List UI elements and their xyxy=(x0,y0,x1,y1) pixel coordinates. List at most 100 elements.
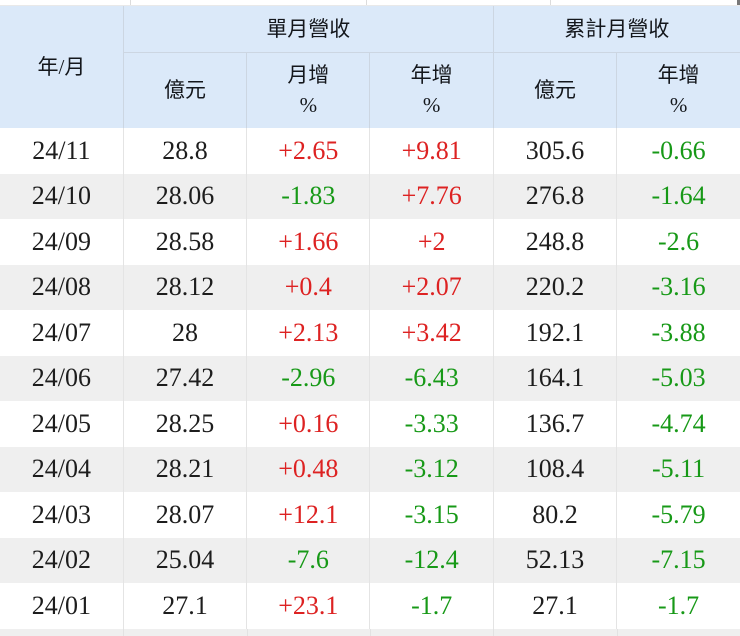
cell-cumulative-revenue: 80.2 xyxy=(492,492,617,538)
cell-mom-change: -2.96 xyxy=(246,355,370,401)
cell-monthly-revenue: 28 xyxy=(122,310,247,356)
cell-cumulative-yoy: -3.16 xyxy=(616,264,740,310)
cell-cumulative-revenue: 248.8 xyxy=(492,219,617,265)
header-group-row: 年/月 單月營收 累計月營收 xyxy=(0,6,740,128)
divider xyxy=(370,628,371,636)
cell-cumulative-revenue: 305.6 xyxy=(492,128,617,174)
cell-year-month: 24/09 xyxy=(31,226,92,256)
yoy-label: 年增 xyxy=(657,63,700,88)
cell-year-month: 24/08 xyxy=(31,272,92,302)
cell-cumulative-yoy: -3.88 xyxy=(616,310,740,356)
cell-mom-change: +0.4 xyxy=(246,264,370,310)
subheader-mom-pct: 月增 % xyxy=(246,51,370,128)
cell-year-month: 24/11 xyxy=(32,135,91,165)
cell-mom-change: +0.48 xyxy=(246,446,370,492)
table-row: 24/04 28.21 +0.48 -3.12 108.4 -5.11 xyxy=(0,446,740,492)
header-group-monthly-revenue: 單月營收 xyxy=(122,6,494,52)
cell-monthly-revenue: 28.58 xyxy=(122,219,247,265)
monthly-revenue-table: 年/月 單月營收 累計月營收 億元 月增 % 年增 % 億元 年增 % xyxy=(0,6,740,629)
cell-year-month: 24/01 xyxy=(31,590,92,620)
cell-cumulative-revenue: 27.1 xyxy=(492,583,617,629)
header-group-cumulative-revenue: 累計月營收 xyxy=(492,6,740,52)
cell-monthly-revenue: 28.12 xyxy=(122,264,247,310)
subheader-cum-yoy-pct: 年增 % xyxy=(616,51,740,128)
table-row: 24/05 28.25 +0.16 -3.33 136.7 -4.74 xyxy=(0,401,740,447)
table-row: 24/01 27.1 +23.1 -1.7 27.1 -1.7 xyxy=(0,583,740,629)
partial-row-below xyxy=(0,628,740,636)
cell-yoy-change: -3.12 xyxy=(369,446,494,492)
divider xyxy=(247,628,248,636)
header-sub-row: 億元 月增 % 年增 % 億元 年增 % xyxy=(0,51,740,128)
cell-monthly-revenue: 28.07 xyxy=(122,492,247,538)
subheader-yoy-pct: 年增 % xyxy=(369,51,494,128)
cell-yoy-change: +2 xyxy=(369,219,494,265)
cell-year-month: 24/03 xyxy=(31,499,92,529)
cell-mom-change: +23.1 xyxy=(246,583,370,629)
cell-yoy-change: -12.4 xyxy=(369,537,494,583)
table-header: 年/月 單月營收 累計月營收 億元 月增 % 年增 % 億元 年增 % xyxy=(0,6,740,128)
cell-mom-change: +2.13 xyxy=(246,310,370,356)
cell-yoy-change: +2.07 xyxy=(369,264,494,310)
divider xyxy=(550,0,551,5)
divider xyxy=(123,628,124,636)
percent-sign: % xyxy=(299,93,318,118)
cell-cumulative-revenue: 276.8 xyxy=(492,173,617,219)
cell-year-month: 24/05 xyxy=(31,408,92,438)
table-row: 24/10 28.06 -1.83 +7.76 276.8 -1.64 xyxy=(0,173,740,219)
divider xyxy=(493,628,494,636)
table-row: 24/11 28.8 +2.65 +9.81 305.6 -0.66 xyxy=(0,128,740,174)
cell-monthly-revenue: 28.06 xyxy=(122,173,247,219)
cell-cumulative-yoy: -1.64 xyxy=(616,173,740,219)
cell-mom-change: +1.66 xyxy=(246,219,370,265)
cell-cumulative-yoy: -5.11 xyxy=(616,446,740,492)
cell-cumulative-yoy: -2.6 xyxy=(616,219,740,265)
cell-yoy-change: +7.76 xyxy=(369,173,494,219)
cell-mom-change: +2.65 xyxy=(246,128,370,174)
cell-yoy-change: +3.42 xyxy=(369,310,494,356)
cell-monthly-revenue: 27.42 xyxy=(122,355,247,401)
cell-yoy-change: -3.15 xyxy=(369,492,494,538)
cell-cumulative-yoy: -4.74 xyxy=(616,401,740,447)
cell-year-month: 24/07 xyxy=(31,317,92,347)
subheader-cum-revenue-100m: 億元 xyxy=(492,51,617,128)
cell-cumulative-revenue: 108.4 xyxy=(492,446,617,492)
yoy-label: 年增 xyxy=(410,63,453,88)
cell-cumulative-revenue: 52.13 xyxy=(492,537,617,583)
table-row: 24/07 28 +2.13 +3.42 192.1 -3.88 xyxy=(0,310,740,356)
cell-year-month: 24/10 xyxy=(31,181,92,211)
cell-yoy-change: -3.33 xyxy=(369,401,494,447)
cell-year-month: 24/02 xyxy=(31,545,92,575)
header-year-month: 年/月 xyxy=(0,6,124,128)
percent-sign: % xyxy=(422,93,441,118)
divider xyxy=(617,628,618,636)
cell-monthly-revenue: 27.1 xyxy=(122,583,247,629)
cell-yoy-change: -1.7 xyxy=(369,583,494,629)
cell-mom-change: +0.16 xyxy=(246,401,370,447)
cell-yoy-change: +9.81 xyxy=(369,128,494,174)
table-row: 24/02 25.04 -7.6 -12.4 52.13 -7.15 xyxy=(0,537,740,583)
screen-edge xyxy=(737,0,740,5)
cell-mom-change: -1.83 xyxy=(246,173,370,219)
cell-yoy-change: -6.43 xyxy=(369,355,494,401)
cell-monthly-revenue: 28.8 xyxy=(122,128,247,174)
mom-label: 月增 xyxy=(287,63,330,88)
cell-monthly-revenue: 28.25 xyxy=(122,401,247,447)
table-row: 24/03 28.07 +12.1 -3.15 80.2 -5.79 xyxy=(0,492,740,538)
cell-cumulative-revenue: 136.7 xyxy=(492,401,617,447)
divider xyxy=(130,0,131,5)
percent-sign: % xyxy=(669,93,688,118)
cell-cumulative-yoy: -0.66 xyxy=(616,128,740,174)
cell-year-month: 24/04 xyxy=(31,454,92,484)
cell-cumulative-yoy: -7.15 xyxy=(616,537,740,583)
subheader-revenue-100m: 億元 xyxy=(122,51,247,128)
table-body: 24/11 28.8 +2.65 +9.81 305.6 -0.66 24/10… xyxy=(0,128,740,629)
partial-row-above xyxy=(0,0,740,6)
cell-cumulative-revenue: 220.2 xyxy=(492,264,617,310)
table-row: 24/09 28.58 +1.66 +2 248.8 -2.6 xyxy=(0,219,740,265)
cell-mom-change: -7.6 xyxy=(246,537,370,583)
cell-monthly-revenue: 25.04 xyxy=(122,537,247,583)
divider xyxy=(366,0,367,5)
cell-year-month: 24/06 xyxy=(31,363,92,393)
cell-monthly-revenue: 28.21 xyxy=(122,446,247,492)
